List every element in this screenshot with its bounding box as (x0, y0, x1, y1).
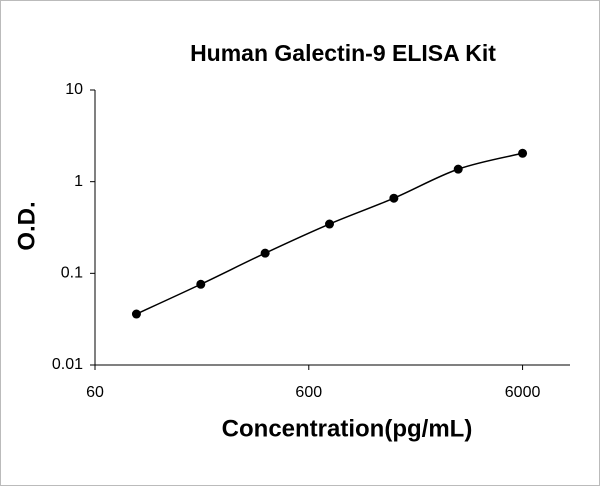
x-tick-label: 6000 (505, 384, 541, 401)
y-tick-label: 0.01 (52, 356, 83, 373)
x-axis-label: Concentration(pg/mL) (222, 415, 473, 442)
data-point (453, 164, 463, 174)
data-point (196, 279, 206, 289)
data-point (131, 309, 141, 319)
x-tick-label: 60 (86, 384, 104, 401)
y-tick-label: 0.1 (61, 265, 83, 282)
x-tick-label: 600 (295, 384, 322, 401)
y-axis-label: O.D. (13, 201, 40, 250)
chart-title: Human Galectin-9 ELISA Kit (190, 40, 496, 66)
y-tick-label: 10 (65, 81, 83, 98)
data-point (518, 148, 528, 158)
y-tick-label: 1 (74, 173, 83, 190)
data-point (389, 193, 399, 203)
data-point (260, 248, 270, 258)
data-point (325, 219, 335, 229)
